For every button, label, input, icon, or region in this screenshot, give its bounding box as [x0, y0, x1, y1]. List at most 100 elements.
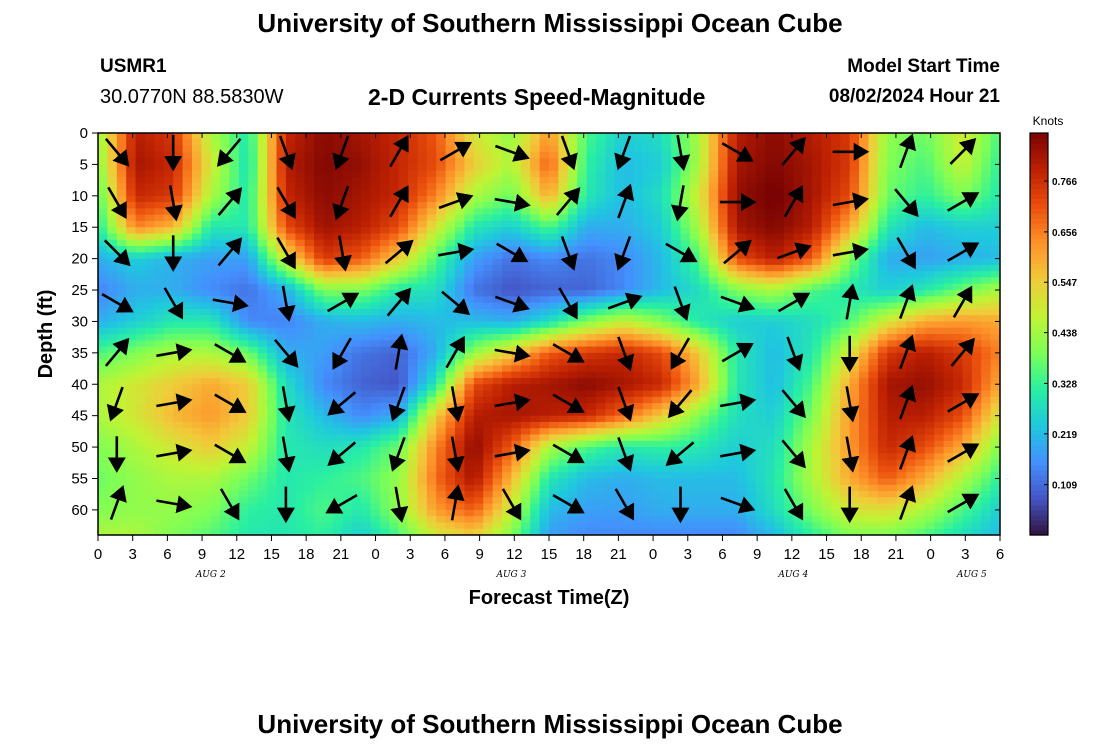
heatmap-cell: [492, 340, 503, 348]
heatmap-cell: [229, 277, 240, 285]
heatmap-cell: [708, 170, 719, 178]
heatmap-cell: [426, 359, 437, 367]
heatmap-cell: [182, 302, 193, 310]
heatmap-cell: [182, 183, 193, 191]
heatmap-cell: [304, 465, 315, 473]
heatmap-cell: [821, 503, 832, 511]
heatmap-cell: [154, 271, 165, 279]
heatmap-cell: [295, 384, 306, 392]
heatmap-cell: [220, 403, 231, 410]
heatmap-cell: [436, 340, 447, 348]
heatmap-cell: [370, 246, 381, 253]
heatmap-cell: [821, 465, 832, 473]
heatmap-cell: [539, 415, 550, 423]
heatmap-cell: [633, 227, 644, 235]
heatmap-cell: [549, 189, 559, 197]
heatmap-cell: [417, 390, 428, 398]
heatmap-cell: [689, 465, 700, 473]
heatmap-cell: [304, 503, 315, 511]
heatmap-cell: [370, 283, 381, 291]
heatmap-cell: [727, 164, 738, 172]
heatmap-cell: [624, 308, 635, 316]
heatmap-cell: [135, 346, 146, 354]
heatmap-cell: [323, 516, 334, 524]
heatmap-cell: [295, 434, 306, 442]
heatmap-cell: [323, 195, 334, 203]
heatmap-cell: [389, 428, 400, 436]
heatmap-cell: [248, 208, 259, 216]
heatmap-cell: [173, 258, 184, 266]
heatmap-cell: [642, 421, 653, 429]
heatmap-cell: [699, 491, 710, 498]
heatmap-cell: [577, 365, 588, 373]
heatmap-cell: [201, 352, 212, 360]
heatmap-cell: [624, 340, 635, 348]
heatmap-cell: [802, 208, 813, 216]
heatmap-cell: [520, 340, 531, 348]
heatmap-cell: [408, 220, 419, 228]
heatmap-cell: [295, 308, 306, 316]
heatmap-cell: [642, 214, 653, 222]
heatmap-cell: [736, 528, 747, 535]
heatmap-cell: [426, 447, 437, 454]
heatmap-cell: [774, 271, 785, 279]
heatmap-cell: [689, 239, 700, 247]
heatmap-cell: [445, 365, 456, 373]
heatmap-cell: [238, 277, 249, 285]
heatmap-cell: [802, 164, 813, 172]
heatmap-cell: [398, 151, 409, 159]
heatmap-cell: [464, 283, 475, 291]
heatmap-cell: [182, 133, 193, 140]
heatmap-cell: [163, 528, 174, 535]
heatmap-cell: [671, 277, 682, 285]
heatmap-cell: [191, 239, 202, 247]
heatmap-cell: [220, 421, 231, 429]
heatmap-cell: [182, 233, 193, 241]
heatmap-cell: [267, 290, 278, 297]
heatmap-cell: [473, 384, 484, 392]
heatmap-cell: [549, 528, 559, 535]
heatmap-cell: [314, 334, 325, 341]
heatmap-cell: [586, 516, 597, 524]
station-coordinates: 30.0770N 88.5830W: [100, 86, 284, 108]
heatmap-cell: [718, 189, 729, 197]
heatmap-cell: [708, 478, 719, 486]
heatmap-cell: [624, 390, 635, 398]
heatmap-cell: [370, 459, 381, 467]
heatmap-cell: [154, 465, 165, 473]
heatmap-cell: [586, 133, 597, 140]
heatmap-cell: [473, 340, 484, 348]
heatmap-cell: [417, 264, 428, 272]
heatmap-cell: [464, 478, 475, 486]
heatmap-cell: [558, 246, 569, 253]
heatmap-cell: [549, 503, 559, 511]
heatmap-cell: [624, 472, 635, 480]
heatmap-cell: [332, 371, 343, 379]
heatmap-cell: [595, 377, 606, 385]
heatmap-cell: [530, 151, 541, 159]
heatmap-cell: [567, 478, 578, 486]
heatmap-cell: [323, 290, 334, 297]
heatmap-cell: [605, 346, 616, 354]
heatmap-cell: [370, 384, 381, 392]
heatmap-cell: [539, 440, 550, 448]
heatmap-cell: [671, 189, 682, 197]
heatmap-cell: [370, 208, 381, 216]
heatmap-cell: [708, 434, 719, 442]
heatmap-cell: [182, 421, 193, 429]
heatmap-cell: [257, 371, 268, 379]
heatmap-cell: [633, 334, 644, 341]
heatmap-cell: [238, 239, 249, 247]
heatmap-cell: [746, 233, 757, 241]
heatmap-cell: [144, 133, 155, 140]
heatmap-cell: [455, 390, 466, 398]
heatmap-cell: [680, 271, 691, 279]
heatmap-cell: [765, 522, 776, 530]
heatmap-cell: [135, 365, 146, 373]
heatmap-cell: [408, 334, 419, 341]
heatmap-cell: [671, 522, 682, 530]
heatmap-cell: [182, 321, 193, 329]
heatmap-cell: [455, 164, 466, 172]
heatmap-cell: [595, 365, 606, 373]
heatmap-cell: [802, 359, 813, 367]
